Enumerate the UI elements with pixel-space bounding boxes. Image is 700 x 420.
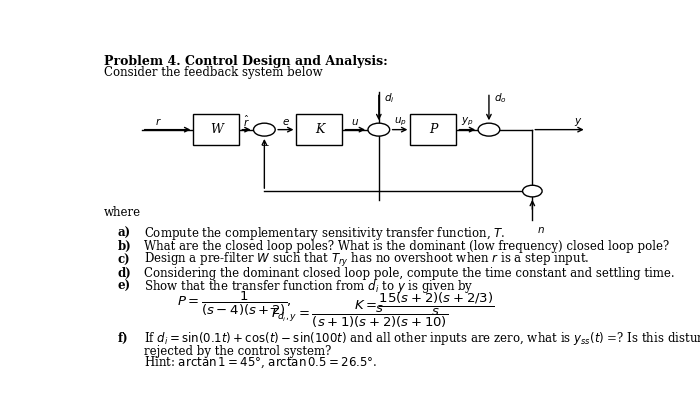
Text: rejected by the control system?: rejected by the control system?: [144, 345, 332, 358]
Text: $y$: $y$: [574, 116, 582, 128]
Text: Hint: $\arctan 1 = 45°$, $\arctan 0.5 = 26.5°$.: Hint: $\arctan 1 = 45°$, $\arctan 0.5 = …: [144, 355, 378, 370]
Text: $y_p$: $y_p$: [461, 116, 474, 128]
FancyBboxPatch shape: [296, 114, 342, 145]
Text: What are the closed loop poles? What is the dominant (low frequency) closed loop: What are the closed loop poles? What is …: [144, 240, 670, 253]
FancyBboxPatch shape: [193, 114, 239, 145]
Circle shape: [478, 123, 500, 136]
Text: where: where: [104, 206, 141, 218]
Text: $\hat{r}$: $\hat{r}$: [243, 114, 250, 129]
Text: Considering the dominant closed loop pole, compute the time constant and settlin: Considering the dominant closed loop pol…: [144, 267, 675, 280]
Circle shape: [253, 123, 275, 136]
Text: Problem 4. Control Design and Analysis:: Problem 4. Control Design and Analysis:: [104, 55, 388, 68]
Text: $d_i$: $d_i$: [384, 91, 395, 105]
Text: Consider the feedback system below: Consider the feedback system below: [104, 66, 323, 79]
Text: $e$: $e$: [282, 116, 290, 126]
Text: P: P: [429, 123, 438, 136]
Text: f): f): [118, 332, 128, 345]
Text: $d_o$: $d_o$: [494, 91, 507, 105]
Text: $n$: $n$: [537, 225, 545, 235]
FancyBboxPatch shape: [410, 114, 456, 145]
Text: Design a pre-filter $W$ such that $T_{ry}$ has no overshoot when $r$ is a step i: Design a pre-filter $W$ such that $T_{ry…: [144, 251, 590, 269]
Text: d): d): [118, 267, 131, 280]
Text: $T_{d_i,y} = \dfrac{s}{(s+1)(s+2)(s+10)}$: $T_{d_i,y} = \dfrac{s}{(s+1)(s+2)(s+10)}…: [270, 304, 448, 330]
Text: $P = \dfrac{1}{(s-4)(s+2)},$: $P = \dfrac{1}{(s-4)(s+2)},$: [176, 290, 291, 318]
Text: b): b): [118, 240, 131, 253]
Text: e): e): [118, 280, 130, 293]
Text: a): a): [118, 227, 130, 240]
Circle shape: [523, 185, 542, 197]
Circle shape: [368, 123, 390, 136]
Text: K: K: [315, 123, 324, 136]
Text: W: W: [210, 123, 223, 136]
Text: Show that the transfer function from $d_i$ to $y$ is given by: Show that the transfer function from $d_…: [144, 278, 474, 295]
Text: c): c): [118, 253, 130, 266]
Text: $u_p$: $u_p$: [393, 116, 407, 128]
Text: $r$: $r$: [155, 116, 162, 127]
Text: If $d_i = \sin(0.1t) + \cos(t) - \sin(100t)$ and all other inputs are zero, what: If $d_i = \sin(0.1t) + \cos(t) - \sin(10…: [144, 330, 700, 347]
Text: $K = \dfrac{15(s+2)(s+2/3)}{s}$: $K = \dfrac{15(s+2)(s+2/3)}{s}$: [354, 291, 494, 318]
Text: Compute the complementary sensitivity transfer function, $T$.: Compute the complementary sensitivity tr…: [144, 225, 506, 242]
Text: $u$: $u$: [351, 116, 359, 126]
Text: $-$: $-$: [260, 140, 270, 149]
